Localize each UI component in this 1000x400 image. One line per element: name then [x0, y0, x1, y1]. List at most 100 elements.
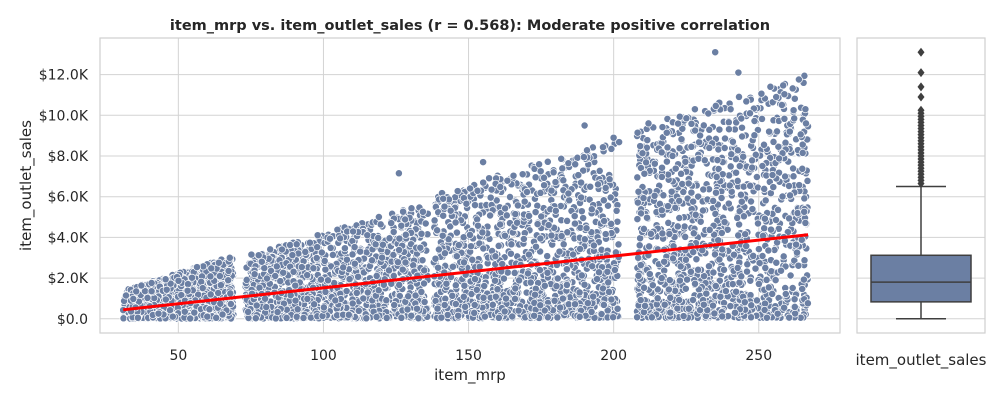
scatter-point [645, 270, 654, 279]
scatter-point [461, 302, 470, 311]
scatter-point [451, 300, 460, 308]
scatter-point [354, 306, 363, 315]
scatter-point [507, 240, 516, 249]
scatter-point [681, 284, 690, 293]
scatter-point [758, 114, 766, 123]
scatter-point [291, 281, 300, 290]
scatter-point [639, 194, 648, 203]
scatter-point [789, 172, 798, 181]
scatter-point [692, 255, 701, 264]
scatter-point [640, 169, 649, 178]
scatter-point [650, 191, 659, 200]
scatter-point [348, 299, 357, 308]
scatter-point [583, 299, 592, 308]
scatter-point [129, 294, 138, 303]
scatter-point [760, 224, 769, 233]
scatter-point [801, 105, 810, 114]
scatter-point [587, 205, 596, 214]
scatter-point [382, 296, 391, 305]
scatter-point [600, 217, 609, 225]
scatter-point [451, 281, 460, 290]
scatter-point [409, 261, 418, 270]
scatter-point [513, 201, 522, 210]
scatter-point [699, 300, 708, 309]
scatter-point [613, 304, 622, 313]
scatter-point [689, 296, 697, 304]
scatter-point [658, 163, 666, 172]
scatter-point [309, 264, 318, 273]
scatter-point [601, 230, 610, 239]
scatter-point [705, 262, 713, 271]
scatter-point [682, 114, 691, 123]
scatter-point [739, 212, 748, 221]
scatter-point [518, 170, 527, 179]
scatter-point [438, 231, 447, 240]
scatter-point [751, 264, 760, 273]
scatter-point [577, 207, 586, 216]
scatter-point [666, 308, 675, 317]
scatter-point [586, 182, 595, 191]
scatter-point [491, 292, 500, 301]
scatter-point [250, 270, 259, 279]
scatter-point [634, 187, 643, 196]
scatter-point [762, 275, 771, 284]
scatter-point [671, 164, 680, 173]
scatter-point [643, 213, 651, 222]
scatter-point [510, 268, 519, 277]
scatter-point [747, 301, 756, 310]
scatter-point [119, 314, 128, 323]
scatter-point [633, 215, 642, 224]
scatter-point [699, 121, 708, 130]
scatter-point [659, 191, 668, 200]
scatter-point [696, 217, 705, 226]
scatter-point [657, 172, 666, 181]
scatter-point [638, 149, 647, 158]
scatter-point [374, 213, 383, 221]
scatter-point [536, 301, 545, 310]
scatter-point [785, 127, 794, 136]
scatter-points [119, 48, 812, 323]
scatter-point [531, 290, 539, 299]
scatter-point [552, 282, 561, 291]
scatter-point [216, 281, 225, 290]
scatter-point [646, 229, 655, 238]
scatter-point [271, 272, 280, 280]
scatter-point [676, 262, 685, 271]
scatter-point [761, 196, 770, 205]
scatter-point [207, 264, 216, 273]
scatter-point [547, 186, 556, 195]
scatter-point [675, 144, 684, 153]
scatter-point [437, 313, 446, 322]
scatter-point [147, 279, 156, 287]
scatter-point [781, 138, 790, 147]
scatter-point [715, 255, 724, 264]
scatter-point [433, 304, 442, 313]
scatter-point [559, 240, 568, 249]
scatter-point [203, 312, 212, 321]
scatter-point [633, 128, 642, 137]
scatter-point [780, 114, 789, 123]
scatter-point [678, 180, 687, 188]
scatter-point [694, 265, 703, 274]
scatter-point [257, 257, 266, 266]
scatter-point [543, 157, 552, 166]
scatter-point [605, 175, 614, 184]
scatter-point [760, 214, 769, 223]
scatter-point [224, 276, 233, 285]
scatter-point [728, 280, 737, 289]
scatter-point [499, 274, 508, 283]
scatter-point [737, 114, 746, 123]
scatter-point [634, 253, 643, 262]
scatter-point [184, 280, 192, 289]
scatter-point [543, 252, 552, 261]
scatter-point [803, 176, 812, 185]
scatter-point [589, 292, 598, 301]
scatter-point [395, 246, 404, 254]
scatter-point [525, 211, 533, 220]
scatter-point [401, 230, 410, 239]
scatter-point [385, 234, 394, 243]
scatter-point [740, 298, 749, 307]
scatter-point [785, 182, 793, 190]
scatter-point [147, 287, 156, 296]
scatter-point [536, 188, 545, 197]
